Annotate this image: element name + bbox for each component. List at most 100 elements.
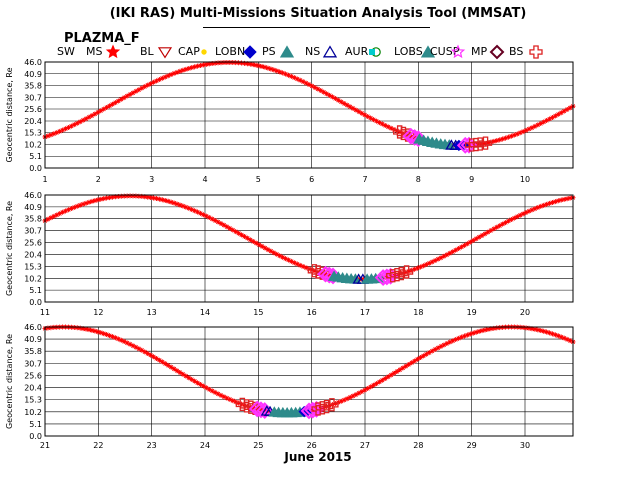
ms-point bbox=[552, 199, 558, 205]
ms-point bbox=[250, 62, 256, 68]
ms-point bbox=[409, 134, 415, 140]
ms-point bbox=[227, 225, 233, 231]
ms-point bbox=[159, 197, 165, 203]
region-bs bbox=[386, 265, 414, 283]
ms-point bbox=[406, 268, 412, 274]
ms-point bbox=[535, 122, 541, 128]
ms-point bbox=[250, 238, 256, 244]
ms-point bbox=[200, 212, 206, 218]
ms-point bbox=[347, 104, 353, 110]
ms-point bbox=[412, 358, 418, 364]
ms-point bbox=[189, 206, 195, 212]
ms-point bbox=[212, 389, 218, 395]
ms-point bbox=[165, 198, 171, 204]
ms-point bbox=[171, 70, 177, 76]
y-tick-label: 10.2 bbox=[24, 140, 42, 149]
ms-point bbox=[221, 394, 227, 400]
ms-point bbox=[461, 333, 467, 339]
x-tick-label: 6 bbox=[309, 175, 314, 184]
ms-point bbox=[274, 251, 280, 257]
legend-mark-cusp bbox=[420, 45, 436, 58]
ms-point bbox=[65, 124, 71, 130]
cross-shape bbox=[529, 45, 543, 59]
ms-point bbox=[60, 209, 66, 215]
ms-point bbox=[197, 210, 203, 216]
ms-point bbox=[80, 117, 86, 123]
ms-point bbox=[517, 212, 523, 218]
ms-point bbox=[497, 223, 503, 229]
region-bs bbox=[465, 136, 493, 152]
ms-point bbox=[212, 60, 218, 66]
region-ps bbox=[327, 270, 362, 284]
ms-point bbox=[151, 79, 157, 85]
legend-star-open-icon-svg bbox=[450, 44, 466, 59]
legend-triangle-open-icon bbox=[322, 44, 338, 60]
ms-point bbox=[239, 60, 245, 66]
ms-point bbox=[218, 221, 224, 227]
ms-point bbox=[86, 114, 92, 120]
triangle-shape bbox=[157, 47, 173, 59]
bs-cross-point bbox=[473, 137, 487, 151]
ms-point bbox=[45, 133, 51, 139]
ms-point bbox=[488, 326, 494, 332]
legend-dot-icon bbox=[196, 44, 212, 60]
ms-point bbox=[215, 391, 221, 397]
ms-point bbox=[552, 332, 558, 338]
x-tick-label: 25 bbox=[253, 441, 263, 450]
ms-point bbox=[230, 60, 236, 66]
x-tick-label: 13 bbox=[147, 308, 157, 317]
ms-point bbox=[65, 207, 71, 213]
ms-point bbox=[180, 203, 186, 209]
ms-point bbox=[159, 359, 165, 365]
ms-point bbox=[177, 68, 183, 74]
legend-star-open-icon bbox=[450, 44, 466, 60]
plot-frame bbox=[44, 194, 574, 303]
ms-point bbox=[121, 95, 127, 101]
y-tick-label: 35.8 bbox=[24, 347, 42, 356]
ms-point bbox=[558, 334, 564, 340]
ms-point bbox=[297, 262, 303, 268]
ms-point bbox=[142, 194, 148, 200]
y-tick-label: 40.9 bbox=[24, 335, 42, 344]
ms-point bbox=[51, 131, 57, 137]
ms-point bbox=[391, 370, 397, 376]
ms-point bbox=[224, 395, 230, 401]
ms-point bbox=[365, 385, 371, 391]
ms-point bbox=[473, 329, 479, 335]
diamond-shape bbox=[243, 45, 257, 59]
ms-point bbox=[567, 105, 573, 111]
y-tick-label: 0.0 bbox=[29, 298, 42, 307]
ms-point bbox=[233, 399, 239, 405]
legend-cusp-triangle-icon-svg bbox=[420, 45, 436, 58]
ms-point bbox=[174, 69, 180, 75]
ms-point bbox=[505, 134, 511, 140]
y-tick-label: 25.6 bbox=[24, 371, 42, 380]
ms-point bbox=[283, 71, 289, 77]
ms-point bbox=[397, 367, 403, 373]
legend-label-cap: CAP bbox=[178, 45, 200, 58]
ms-point bbox=[429, 259, 435, 265]
ms-point bbox=[112, 335, 118, 341]
ms-point bbox=[112, 100, 118, 106]
ms-point bbox=[180, 67, 186, 73]
ms-point bbox=[241, 60, 247, 66]
legend-mark- bbox=[529, 45, 543, 59]
y-tick-label: 0.0 bbox=[29, 164, 42, 173]
y-tick-label: 10.2 bbox=[24, 274, 42, 283]
ms-point bbox=[461, 242, 467, 248]
ms-point bbox=[86, 327, 92, 333]
y-tick-label: 46.0 bbox=[24, 58, 42, 67]
ms-point bbox=[376, 379, 382, 385]
bs-cross-point bbox=[315, 401, 329, 415]
y-axis-label: Geocentric distance, Re bbox=[5, 334, 14, 429]
y-tick-label: 25.6 bbox=[24, 238, 42, 247]
ms-point bbox=[130, 343, 136, 349]
ms-point bbox=[476, 328, 482, 334]
ms-point bbox=[441, 253, 447, 259]
ms-point bbox=[300, 264, 306, 270]
ms-point bbox=[561, 196, 567, 202]
x-tick-label: 23 bbox=[147, 441, 157, 450]
ms-point bbox=[271, 250, 277, 256]
ms-point bbox=[561, 335, 567, 341]
ms-point bbox=[338, 398, 344, 404]
